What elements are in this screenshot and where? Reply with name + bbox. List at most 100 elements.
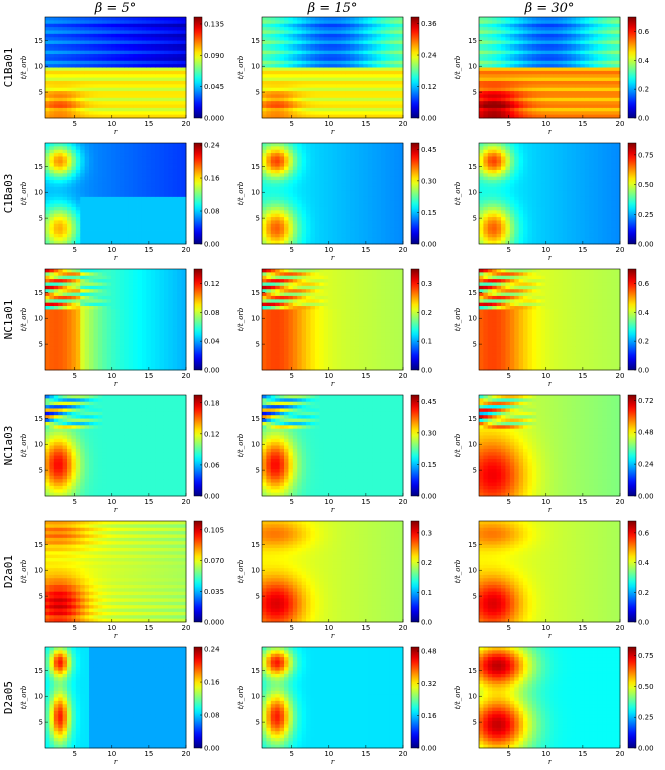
heatmap-cell [483,213,489,218]
heatmap-cell [279,67,285,72]
heatmap-cell [358,114,364,119]
heatmap-cell [363,193,369,198]
heatmap-cell [89,163,94,167]
heatmap-cell [341,156,347,161]
heatmap-cell [159,186,165,191]
heatmap-cell [62,193,68,198]
heatmap-cell [536,37,542,41]
heatmap-cell [297,183,303,188]
heatmap-cell [615,91,621,95]
heatmap-cell [80,43,86,48]
heatmap-cell [137,176,143,181]
heatmap-cell [328,213,333,218]
heatmap-cell [323,190,329,194]
x-axis-label: r [331,254,335,262]
heatmap-cell [589,50,594,55]
heatmap-cell [93,57,99,62]
heatmap-cell [350,91,355,95]
heatmap-cell [394,169,399,174]
heatmap-cell [297,101,303,105]
heatmap-cell [341,67,347,72]
heatmap-cell [310,91,316,95]
heatmap-cell [137,146,143,151]
heatmap-cell [270,37,276,41]
heatmap-cell [394,223,399,228]
heatmap-cell [102,57,108,62]
heatmap-cell [354,84,360,89]
heatmap-cell [49,196,55,201]
heatmap-cell [354,196,360,201]
heatmap-cell [177,223,182,228]
heatmap-cell [336,206,342,211]
heatmap-cell [84,37,90,41]
heatmap-cell [80,210,86,215]
heatmap-cell [97,37,103,41]
heatmap-cell [284,107,289,112]
heatmap-cell [141,57,147,62]
heatmap-cell [49,183,55,188]
heatmap-cell [163,186,169,191]
heatmap-cell [345,70,351,75]
heatmap-cell [372,176,377,181]
heatmap-cell [128,64,134,68]
heatmap-cell [372,233,377,238]
heatmap-cell [540,94,546,99]
heatmap-cell [297,176,303,181]
heatmap-cell [332,163,338,167]
heatmap-cell [341,186,347,191]
heatmap-cell [363,206,369,211]
heatmap-cell [558,91,564,95]
heatmap-cell [398,67,404,72]
heatmap-cell [483,50,489,55]
heatmap-cell [496,60,502,65]
heatmap-cell [385,77,391,82]
heatmap-cell [168,156,174,161]
heatmap-cell [137,163,143,167]
heatmap-cell [177,146,182,151]
heatmap-cell [518,47,524,52]
heatmap-cell [168,114,174,119]
heatmap-cell [80,233,86,238]
heatmap-cell [345,210,351,215]
heatmap-cell [589,67,594,72]
heatmap-cell [367,227,373,231]
heatmap-cell [310,156,316,161]
heatmap-cell [389,91,395,95]
heatmap-cell [177,57,182,62]
heatmap-cell [354,64,360,68]
heatmap-cell [177,190,182,194]
heatmap-cell [514,60,520,65]
heatmap-cell [45,176,50,181]
heatmap-cell [49,156,55,161]
heatmap-cell [159,213,165,218]
heatmap-cell [71,156,77,161]
heatmap-cell [531,30,537,35]
heatmap-cell [332,23,338,28]
y-tick-label: 15 [34,37,43,45]
heatmap-cell [358,223,364,228]
heatmap-cell [49,149,55,154]
y-axis-label: t/t_orb [20,181,28,205]
heatmap-cell [288,40,294,45]
heatmap-cell [536,43,542,48]
heatmap-cell [350,176,355,181]
heatmap-cell [102,37,108,41]
heatmap-cell [288,64,294,68]
heatmap-cell [336,114,342,119]
heatmap-cell [545,70,550,75]
heatmap-cell [159,87,165,92]
heatmap-cell [341,94,347,99]
heatmap-cell [262,20,267,25]
heatmap-cell [328,91,333,95]
heatmap-cell [584,114,590,119]
heatmap-cell [168,210,174,215]
heatmap-cell [58,190,64,194]
heatmap-cell [376,180,382,184]
heatmap-cell [137,153,143,157]
heatmap-cell [297,60,303,65]
heatmap-cell [163,237,169,242]
heatmap-cell [501,84,506,89]
heatmap-cell [58,33,64,38]
heatmap-cell [376,217,382,221]
heatmap-cell [137,94,143,99]
